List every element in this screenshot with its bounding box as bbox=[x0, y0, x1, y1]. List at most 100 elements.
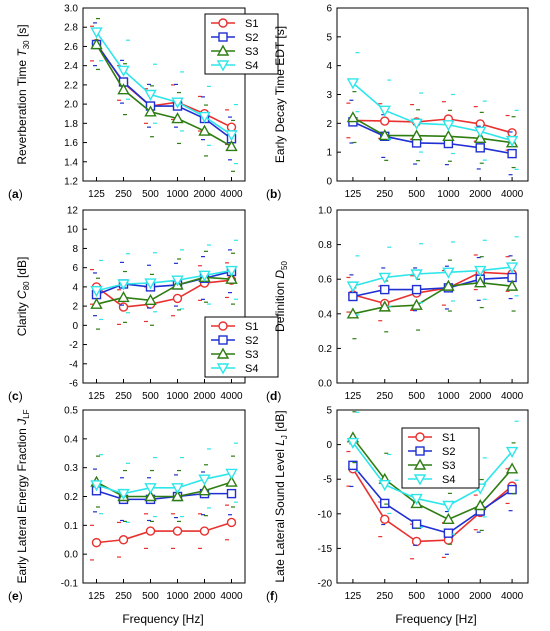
y-tick-label: 0 bbox=[326, 440, 332, 451]
legend-marker bbox=[216, 60, 230, 72]
series-line bbox=[96, 521, 232, 544]
x-tick-label: 125 bbox=[345, 391, 362, 402]
data-point bbox=[410, 129, 423, 141]
data-point bbox=[442, 512, 455, 525]
data-point bbox=[380, 284, 390, 295]
legend-label: S4 bbox=[442, 474, 455, 486]
y-tick-label: 3.0 bbox=[64, 4, 78, 15]
data-point bbox=[225, 272, 238, 284]
legend-label: S1 bbox=[245, 18, 258, 30]
data-point bbox=[171, 112, 184, 124]
legend-label: S1 bbox=[442, 432, 455, 444]
data-point bbox=[226, 488, 237, 499]
legend-frame bbox=[204, 316, 279, 378]
data-point bbox=[144, 278, 157, 290]
data-point bbox=[378, 129, 391, 141]
y-axis-label: Early Decay Time EDT [s] bbox=[273, 26, 287, 163]
plot-frame bbox=[82, 209, 246, 384]
data-point bbox=[442, 279, 455, 291]
data-point bbox=[90, 297, 103, 309]
x-tick-label: 4000 bbox=[501, 189, 524, 200]
x-tick-label: 1000 bbox=[437, 391, 460, 402]
data-point bbox=[198, 474, 211, 486]
series-S4 bbox=[346, 52, 519, 170]
series-S3 bbox=[346, 91, 519, 169]
series-line bbox=[352, 464, 513, 535]
y-tick-label: 0.1 bbox=[64, 521, 78, 532]
chart-panel-5: -0.1 0.0 0.1 0.2 0.3 0.4 0.5 125 250 500 1000 2000 4… bbox=[8, 406, 246, 603]
data-point bbox=[118, 302, 129, 312]
data-point bbox=[91, 537, 102, 548]
data-point bbox=[118, 535, 129, 545]
x-tick-label: 4000 bbox=[501, 591, 524, 602]
data-point bbox=[225, 265, 238, 277]
data-point bbox=[505, 446, 519, 458]
series-line bbox=[95, 31, 232, 136]
series-S3 bbox=[346, 256, 519, 340]
data-point bbox=[144, 490, 157, 502]
legend-label: S3 bbox=[245, 46, 258, 58]
x-tick-label: 4000 bbox=[220, 591, 243, 602]
data-point bbox=[411, 284, 422, 295]
y-tick-label: 4 bbox=[72, 282, 78, 293]
legend: S1 S2 S3 S4 bbox=[204, 316, 279, 378]
legend-marker bbox=[216, 44, 230, 56]
chart-panel-6: -20 -15 -10 -5 0 5 125 250 500 1000 2000 4000 Late L… bbox=[266, 406, 529, 603]
series-S1 bbox=[90, 504, 237, 561]
series-line bbox=[352, 271, 513, 305]
plot-frame bbox=[336, 209, 529, 384]
legend: S1 S2 S3 S4 bbox=[401, 427, 480, 489]
data-point bbox=[378, 480, 391, 492]
data-point bbox=[171, 97, 184, 109]
y-tick-label: 6 bbox=[326, 4, 332, 15]
x-tick-label: 2000 bbox=[193, 591, 216, 602]
legend-label: S1 bbox=[245, 321, 258, 333]
data-point bbox=[380, 514, 390, 525]
panel-label: (a) bbox=[8, 187, 23, 201]
data-point bbox=[90, 38, 103, 50]
x-tick-label: 1000 bbox=[166, 591, 189, 602]
x-tick-label: 125 bbox=[345, 591, 362, 602]
data-point bbox=[442, 129, 455, 142]
data-point bbox=[171, 483, 184, 495]
panel-label: (c) bbox=[8, 389, 23, 403]
y-tick-label: 1 bbox=[326, 148, 332, 159]
x-axis-label-left: Frequency [Hz] bbox=[122, 612, 203, 626]
data-point bbox=[346, 111, 360, 123]
series-line bbox=[352, 118, 513, 134]
x-tick-label: 2000 bbox=[469, 189, 492, 200]
data-point bbox=[346, 307, 360, 319]
panel-label: (f) bbox=[266, 589, 278, 603]
y-tick-label: 2.4 bbox=[64, 61, 78, 72]
legend-marker bbox=[218, 32, 228, 42]
y-tick-label: -0.1 bbox=[61, 579, 79, 590]
x-tick-label: 4000 bbox=[220, 189, 243, 200]
y-tick-label: 5 bbox=[326, 406, 332, 417]
data-point bbox=[117, 65, 130, 77]
data-point bbox=[410, 118, 423, 130]
data-point bbox=[474, 265, 487, 277]
series-line bbox=[352, 442, 513, 507]
data-point bbox=[378, 105, 391, 117]
data-point bbox=[507, 484, 517, 495]
legend-label: S2 bbox=[245, 335, 258, 347]
series-S2 bbox=[348, 255, 517, 319]
x-tick-label: 500 bbox=[142, 189, 159, 200]
y-tick-label: 0.0 bbox=[64, 550, 78, 561]
legend-marker bbox=[216, 363, 230, 375]
y-tick-label: -20 bbox=[318, 579, 333, 590]
legend-marker bbox=[218, 18, 228, 28]
data-point bbox=[226, 122, 237, 132]
y-tick-label: 1.4 bbox=[64, 157, 78, 168]
data-point bbox=[171, 275, 184, 287]
x-tick-label: 500 bbox=[408, 391, 425, 402]
x-tick-label: 1000 bbox=[166, 189, 189, 200]
data-point bbox=[443, 528, 454, 538]
x-tick-label: 2000 bbox=[469, 591, 492, 602]
legend-label: S4 bbox=[245, 60, 258, 72]
x-tick-label: 125 bbox=[345, 189, 362, 200]
data-point bbox=[144, 105, 157, 117]
data-point bbox=[346, 78, 360, 90]
legend-label: S3 bbox=[245, 349, 258, 361]
